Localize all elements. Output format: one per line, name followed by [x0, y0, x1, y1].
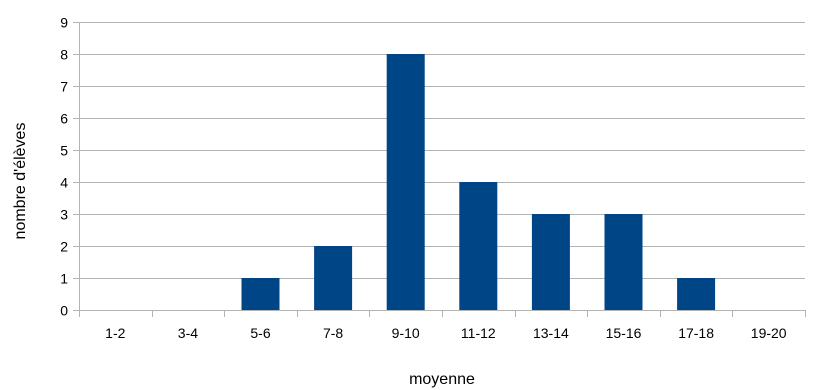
bar-17-18	[677, 278, 716, 310]
grid-lines	[79, 22, 805, 279]
y-tick-label: 0	[60, 303, 68, 319]
x-tick-label: 7-8	[323, 325, 343, 341]
y-tick-label: 6	[60, 111, 68, 127]
x-tick-label: 3-4	[178, 325, 198, 341]
y-tick-label: 5	[60, 143, 68, 159]
x-tick-label: 15-16	[606, 325, 642, 341]
bar-11-12	[459, 182, 498, 310]
x-tick-label: 17-18	[678, 325, 714, 341]
x-tick-label: 13-14	[533, 325, 569, 341]
y-tick-label: 8	[60, 47, 68, 63]
y-tick-label: 4	[60, 175, 68, 191]
bars	[241, 54, 716, 310]
y-tick-label: 7	[60, 79, 68, 95]
y-axis-title: nombre d'élèves	[12, 123, 29, 240]
x-tick-label: 19-20	[751, 325, 787, 341]
x-axis-title: moyenne	[409, 371, 475, 388]
y-tick-label: 2	[60, 239, 68, 255]
bar-7-8	[314, 246, 353, 310]
x-tick-label: 11-12	[461, 325, 496, 341]
x-tick-label: 5-6	[250, 325, 270, 341]
y-tick-labels: 0 1 2 3 4 5 6 7 8 9	[60, 15, 68, 319]
bar-15-16	[604, 214, 643, 310]
bar-13-14	[531, 214, 570, 310]
bar-9-10	[386, 54, 425, 310]
x-tick-label: 9-10	[392, 325, 420, 341]
y-tick-label: 9	[60, 15, 68, 31]
bar-5-6	[241, 278, 280, 310]
axes	[73, 22, 806, 317]
y-tick-label: 3	[60, 207, 68, 223]
x-tick-labels: 1-2 3-4 5-6 7-8 9-10 11-12 13-14 15-16 17-18 19-2…	[105, 325, 787, 341]
x-tick-label: 1-2	[105, 325, 125, 341]
y-tick-label: 1	[60, 271, 68, 287]
